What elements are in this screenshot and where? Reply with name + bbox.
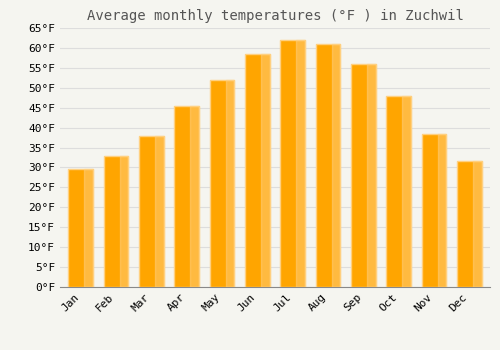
Bar	[351, 64, 376, 287]
Bar	[68, 169, 93, 287]
Bar	[280, 40, 305, 287]
Bar	[226, 80, 234, 287]
Bar	[104, 155, 128, 287]
Bar	[367, 64, 376, 287]
Bar	[210, 80, 234, 287]
Bar	[245, 54, 270, 287]
Bar	[332, 44, 340, 287]
Bar	[120, 155, 128, 287]
Bar	[386, 96, 411, 287]
Bar	[457, 161, 481, 287]
Bar	[139, 135, 164, 287]
Bar	[296, 40, 305, 287]
Bar	[473, 161, 482, 287]
Bar	[438, 134, 446, 287]
Bar	[190, 106, 199, 287]
Bar	[402, 96, 411, 287]
Bar	[316, 44, 340, 287]
Title: Average monthly temperatures (°F ) in Zuchwil: Average monthly temperatures (°F ) in Zu…	[86, 9, 464, 23]
Bar	[261, 54, 270, 287]
Bar	[422, 134, 446, 287]
Bar	[155, 135, 164, 287]
Bar	[174, 106, 199, 287]
Bar	[84, 169, 93, 287]
